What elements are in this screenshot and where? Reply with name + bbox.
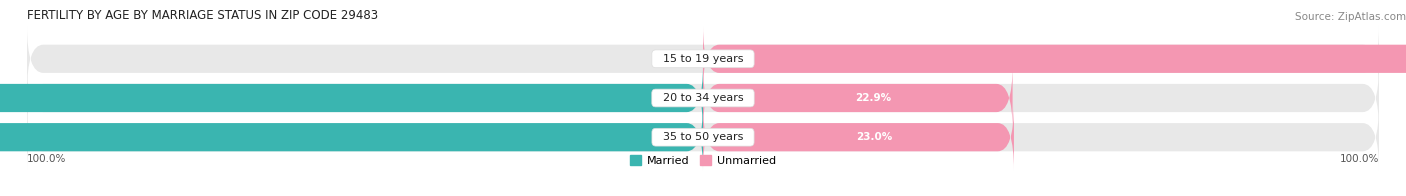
Text: 22.9%: 22.9%: [855, 93, 891, 103]
FancyBboxPatch shape: [27, 65, 1379, 131]
Text: 100.0%: 100.0%: [1340, 154, 1379, 164]
Text: 0.0%: 0.0%: [654, 54, 683, 64]
FancyBboxPatch shape: [0, 65, 703, 131]
FancyBboxPatch shape: [27, 26, 1379, 92]
Text: 23.0%: 23.0%: [856, 132, 893, 142]
FancyBboxPatch shape: [27, 104, 1379, 170]
Text: Source: ZipAtlas.com: Source: ZipAtlas.com: [1295, 12, 1406, 22]
FancyBboxPatch shape: [703, 65, 1012, 131]
FancyBboxPatch shape: [703, 26, 1406, 92]
Text: 35 to 50 years: 35 to 50 years: [655, 132, 751, 142]
Text: 20 to 34 years: 20 to 34 years: [655, 93, 751, 103]
FancyBboxPatch shape: [0, 104, 703, 170]
Text: FERTILITY BY AGE BY MARRIAGE STATUS IN ZIP CODE 29483: FERTILITY BY AGE BY MARRIAGE STATUS IN Z…: [27, 9, 378, 22]
Text: 15 to 19 years: 15 to 19 years: [655, 54, 751, 64]
Text: 100.0%: 100.0%: [27, 154, 66, 164]
FancyBboxPatch shape: [703, 104, 1014, 170]
Legend: Married, Unmarried: Married, Unmarried: [630, 155, 776, 166]
